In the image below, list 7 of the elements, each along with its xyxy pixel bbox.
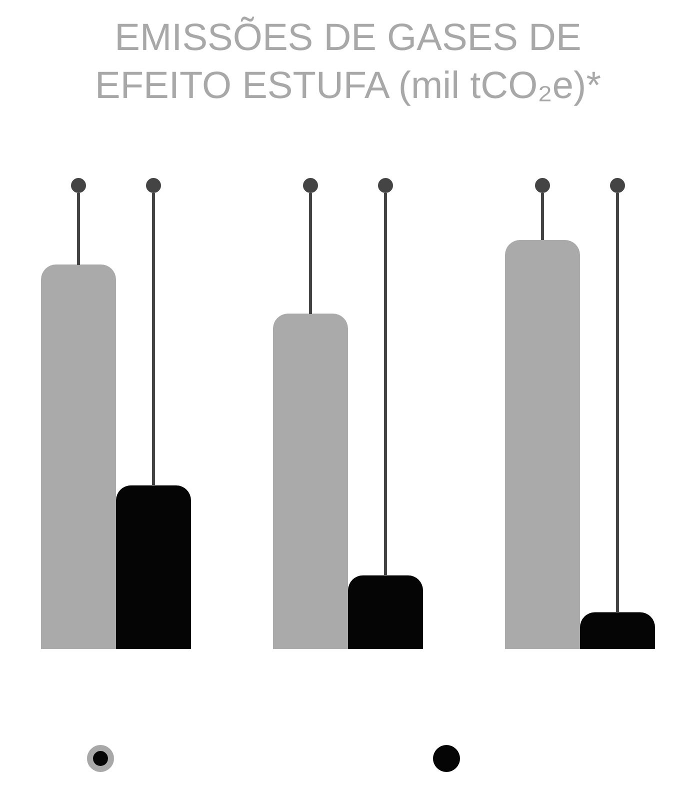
bar [272, 314, 348, 649]
bar [504, 240, 580, 649]
bar [40, 264, 116, 649]
bar [580, 612, 656, 649]
chart-title: EMISSÕES DE GASES DE EFEITO ESTUFA (mil tCO₂e)* [94, 16, 602, 109]
bar [348, 575, 424, 649]
bar [116, 485, 192, 649]
